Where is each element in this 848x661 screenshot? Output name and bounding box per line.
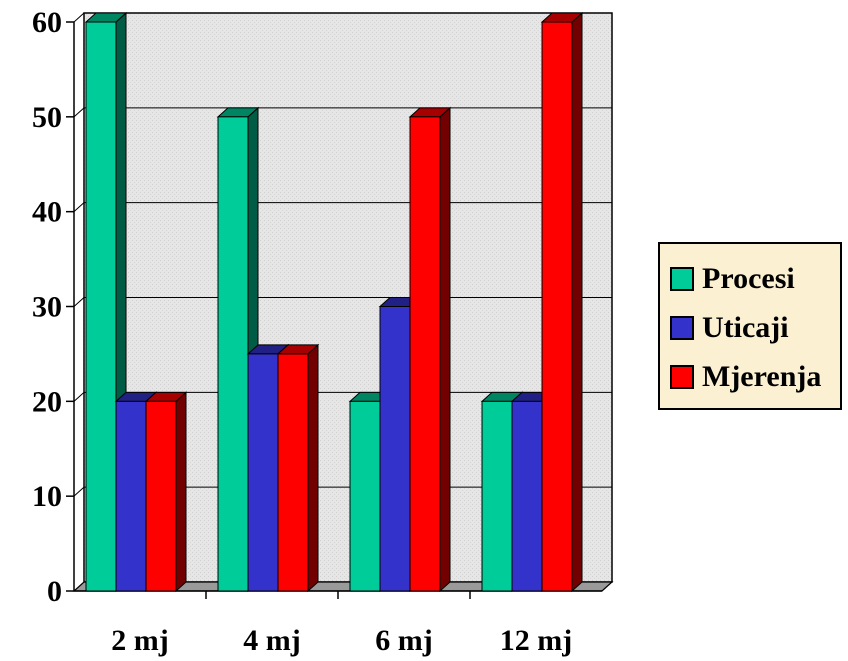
- bar-front: [481, 400, 513, 592]
- y-tick-label: 60: [32, 6, 62, 39]
- bar-mjerenja-0: [144, 391, 188, 593]
- gridline-diagonal: [73, 107, 85, 118]
- bar-front: [409, 116, 441, 592]
- legend-item-uticaji: Uticaji: [670, 303, 840, 352]
- bar-front: [115, 400, 147, 592]
- legend-swatch: [670, 266, 694, 291]
- bar-front: [217, 116, 249, 592]
- y-tick-label: 20: [32, 385, 62, 418]
- x-tick-label: 6 mj: [375, 624, 432, 657]
- gridline-diagonal: [73, 297, 85, 307]
- x-tick-label: 12 mj: [500, 624, 572, 657]
- y-tick-label: 40: [32, 196, 62, 229]
- gridline-diagonal: [73, 391, 85, 402]
- bar-front: [511, 400, 543, 592]
- bar-side: [571, 11, 583, 593]
- legend-label: Uticaji: [702, 310, 789, 344]
- x-tick-label: 4 mj: [243, 624, 300, 657]
- bar-side: [307, 343, 319, 593]
- y-tick-label: 10: [32, 480, 62, 513]
- bar-front: [349, 400, 381, 592]
- bar-mjerenja-3: [540, 11, 584, 593]
- bar-front: [247, 353, 279, 592]
- bar-front: [277, 353, 309, 592]
- gridline-diagonal: [73, 12, 85, 23]
- x-tick-label: 2 mj: [111, 624, 168, 657]
- legend: Procesi Uticaji Mjerenja: [658, 242, 842, 410]
- y-axis-ticks: 0 10 20 30 40 50 60: [32, 6, 74, 608]
- bar-side: [439, 106, 451, 593]
- x-axis-ticks: 2 mj 4 mj 6 mj 12 mj: [111, 591, 572, 657]
- bar-front: [541, 21, 573, 592]
- legend-label: Mjerenja: [702, 359, 822, 393]
- bar-side: [175, 391, 187, 593]
- legend-item-procesi: Procesi: [670, 254, 840, 303]
- gridline-diagonal: [73, 202, 85, 213]
- y-tick-label: 0: [47, 575, 62, 608]
- y-tick-label: 50: [32, 101, 62, 134]
- legend-swatch: [670, 364, 694, 389]
- bar-front: [145, 400, 177, 592]
- bar-front: [379, 306, 411, 592]
- legend-label: Procesi: [702, 261, 795, 295]
- y-tick-label: 30: [32, 291, 62, 324]
- bar-front: [85, 21, 117, 592]
- bars: [84, 11, 584, 593]
- bar-mjerenja-2: [408, 106, 452, 593]
- legend-swatch: [670, 315, 694, 340]
- gridline-diagonal: [73, 486, 85, 497]
- legend-item-mjerenja: Mjerenja: [670, 352, 840, 401]
- bar-mjerenja-1: [276, 343, 320, 593]
